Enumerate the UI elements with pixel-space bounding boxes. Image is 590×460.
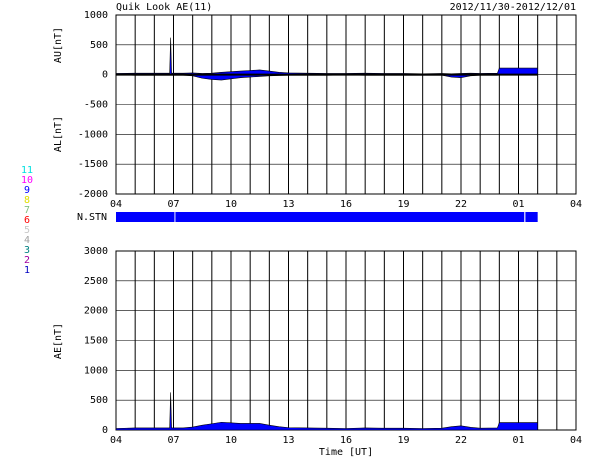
station-label: 5	[24, 225, 30, 236]
y-tick-label: -500	[84, 100, 108, 111]
y-tick-label: -2000	[78, 189, 108, 200]
x-tick-label: 04	[110, 199, 122, 210]
y-tick-label: 2500	[84, 276, 108, 287]
x-tick-label: 13	[282, 435, 294, 446]
y-tick-label: 500	[90, 40, 108, 51]
coverage-bar	[116, 212, 175, 222]
x-tick-label: 01	[512, 435, 524, 446]
station-label: 11	[21, 165, 33, 176]
station-label: 4	[24, 235, 30, 246]
x-tick-label: 19	[397, 435, 409, 446]
y-tick-label: 1000	[84, 10, 108, 21]
coverage-bar	[525, 212, 538, 222]
station-label: 10	[21, 175, 33, 186]
y-tick-label: 500	[90, 395, 108, 406]
area	[115, 37, 538, 75]
y-tick-label: 3000	[84, 246, 108, 257]
date-range: 2012/11/30-2012/12/01	[450, 2, 576, 13]
chart-title: Quik Look AE(11)	[116, 2, 212, 13]
station-label: 3	[24, 245, 30, 256]
x-tick-label: 07	[167, 199, 179, 210]
x-tick-label: 04	[570, 435, 582, 446]
y-tick-label: -1000	[78, 129, 108, 140]
x-tick-label: 01	[512, 199, 524, 210]
y-tick-label: -1500	[78, 159, 108, 170]
station-label: 6	[24, 215, 30, 226]
y-axis-label: AL[nT]	[53, 116, 64, 152]
y-axis-label: AE[nT]	[53, 323, 64, 359]
x-axis-label: Time [UT]	[319, 447, 373, 458]
y-tick-label: 1500	[84, 336, 108, 347]
x-tick-label: 04	[110, 435, 122, 446]
x-tick-label: 04	[570, 199, 582, 210]
x-tick-label: 16	[340, 199, 352, 210]
y-tick-label: 0	[102, 70, 108, 81]
x-tick-label: 16	[340, 435, 352, 446]
x-tick-label: 22	[455, 435, 467, 446]
coverage-bar	[175, 212, 525, 222]
coverage-label: N.STN	[77, 212, 107, 223]
x-tick-label: 22	[455, 199, 467, 210]
station-label: 1	[24, 265, 30, 276]
station-label: 7	[24, 205, 30, 216]
x-tick-label: 07	[167, 435, 179, 446]
x-tick-label: 19	[397, 199, 409, 210]
station-label: 2	[24, 255, 30, 266]
x-tick-label: 13	[282, 199, 294, 210]
y-tick-label: 0	[102, 425, 108, 436]
x-tick-label: 10	[225, 199, 237, 210]
plot-frame	[115, 14, 577, 195]
y-tick-label: 1000	[84, 365, 108, 376]
y-axis-label: AU[nT]	[53, 27, 64, 63]
area	[115, 392, 538, 431]
y-tick-label: 2000	[84, 306, 108, 317]
station-label: 8	[24, 195, 30, 206]
station-label: 9	[24, 185, 30, 196]
x-tick-label: 10	[225, 435, 237, 446]
